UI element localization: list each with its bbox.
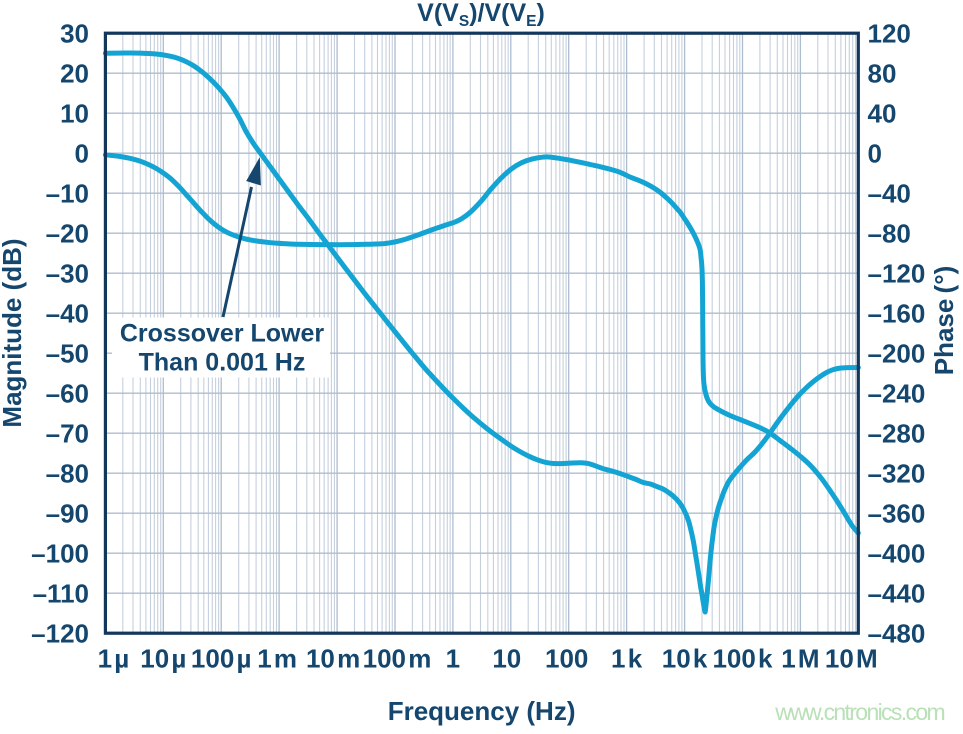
svg-text:40: 40 (868, 98, 897, 128)
svg-text:–280: –280 (868, 418, 926, 448)
svg-text:100: 100 (545, 644, 588, 674)
svg-text:–320: –320 (868, 458, 926, 488)
svg-text:0: 0 (75, 138, 89, 168)
svg-text:10m: 10m (306, 644, 360, 674)
svg-text:–110: –110 (33, 578, 89, 608)
svg-text:1k: 1k (611, 644, 643, 674)
svg-text:Magnitude (dB): Magnitude (dB) (0, 238, 27, 427)
svg-text:100k: 100k (712, 644, 773, 674)
svg-text:–40: –40 (46, 298, 89, 328)
svg-text:www.cntronics.com: www.cntronics.com (774, 699, 944, 725)
svg-text:–240: –240 (868, 378, 926, 408)
svg-text:80: 80 (868, 58, 897, 88)
svg-text:–50: –50 (46, 338, 89, 368)
svg-text:Frequency (Hz): Frequency (Hz) (388, 696, 576, 726)
svg-text:30: 30 (60, 18, 89, 48)
svg-text:10k: 10k (662, 644, 708, 674)
svg-text:1: 1 (446, 644, 460, 674)
svg-text:1m: 1m (257, 644, 297, 674)
svg-text:Phase (°): Phase (°) (929, 266, 959, 376)
svg-text:100µ: 100µ (191, 644, 252, 674)
svg-text:Crossover Lower: Crossover Lower (120, 320, 325, 348)
svg-text:–100: –100 (31, 538, 89, 568)
svg-text:–80: –80 (868, 218, 911, 248)
svg-text:–480: –480 (868, 618, 926, 648)
svg-text:–360: –360 (868, 498, 926, 528)
svg-text:–440: –440 (868, 578, 926, 608)
svg-text:20: 20 (60, 58, 89, 88)
svg-text:–160: –160 (868, 298, 926, 328)
svg-text:–90: –90 (46, 498, 89, 528)
svg-text:10: 10 (60, 98, 89, 128)
svg-text:10µ: 10µ (140, 644, 186, 674)
svg-text:100m: 100m (363, 644, 432, 674)
svg-text:–400: –400 (868, 538, 926, 568)
svg-text:10: 10 (492, 644, 521, 674)
svg-text:1M: 1M (781, 644, 819, 674)
svg-text:1µ: 1µ (98, 644, 130, 674)
svg-text:V(VS)/V(VE): V(VS)/V(VE) (417, 0, 545, 30)
svg-text:10M: 10M (825, 644, 878, 674)
svg-text:–40: –40 (868, 178, 911, 208)
svg-text:–10: –10 (46, 178, 89, 208)
svg-text:–20: –20 (46, 218, 89, 248)
svg-text:Than 0.001 Hz: Than 0.001 Hz (139, 349, 306, 377)
svg-text:–200: –200 (868, 338, 926, 368)
svg-text:120: 120 (868, 18, 911, 48)
svg-text:–120: –120 (31, 618, 89, 648)
svg-text:–70: –70 (46, 418, 89, 448)
svg-text:–120: –120 (868, 258, 926, 288)
svg-text:–30: –30 (46, 258, 89, 288)
svg-text:0: 0 (868, 138, 882, 168)
svg-text:–80: –80 (46, 458, 89, 488)
svg-text:–60: –60 (46, 378, 89, 408)
